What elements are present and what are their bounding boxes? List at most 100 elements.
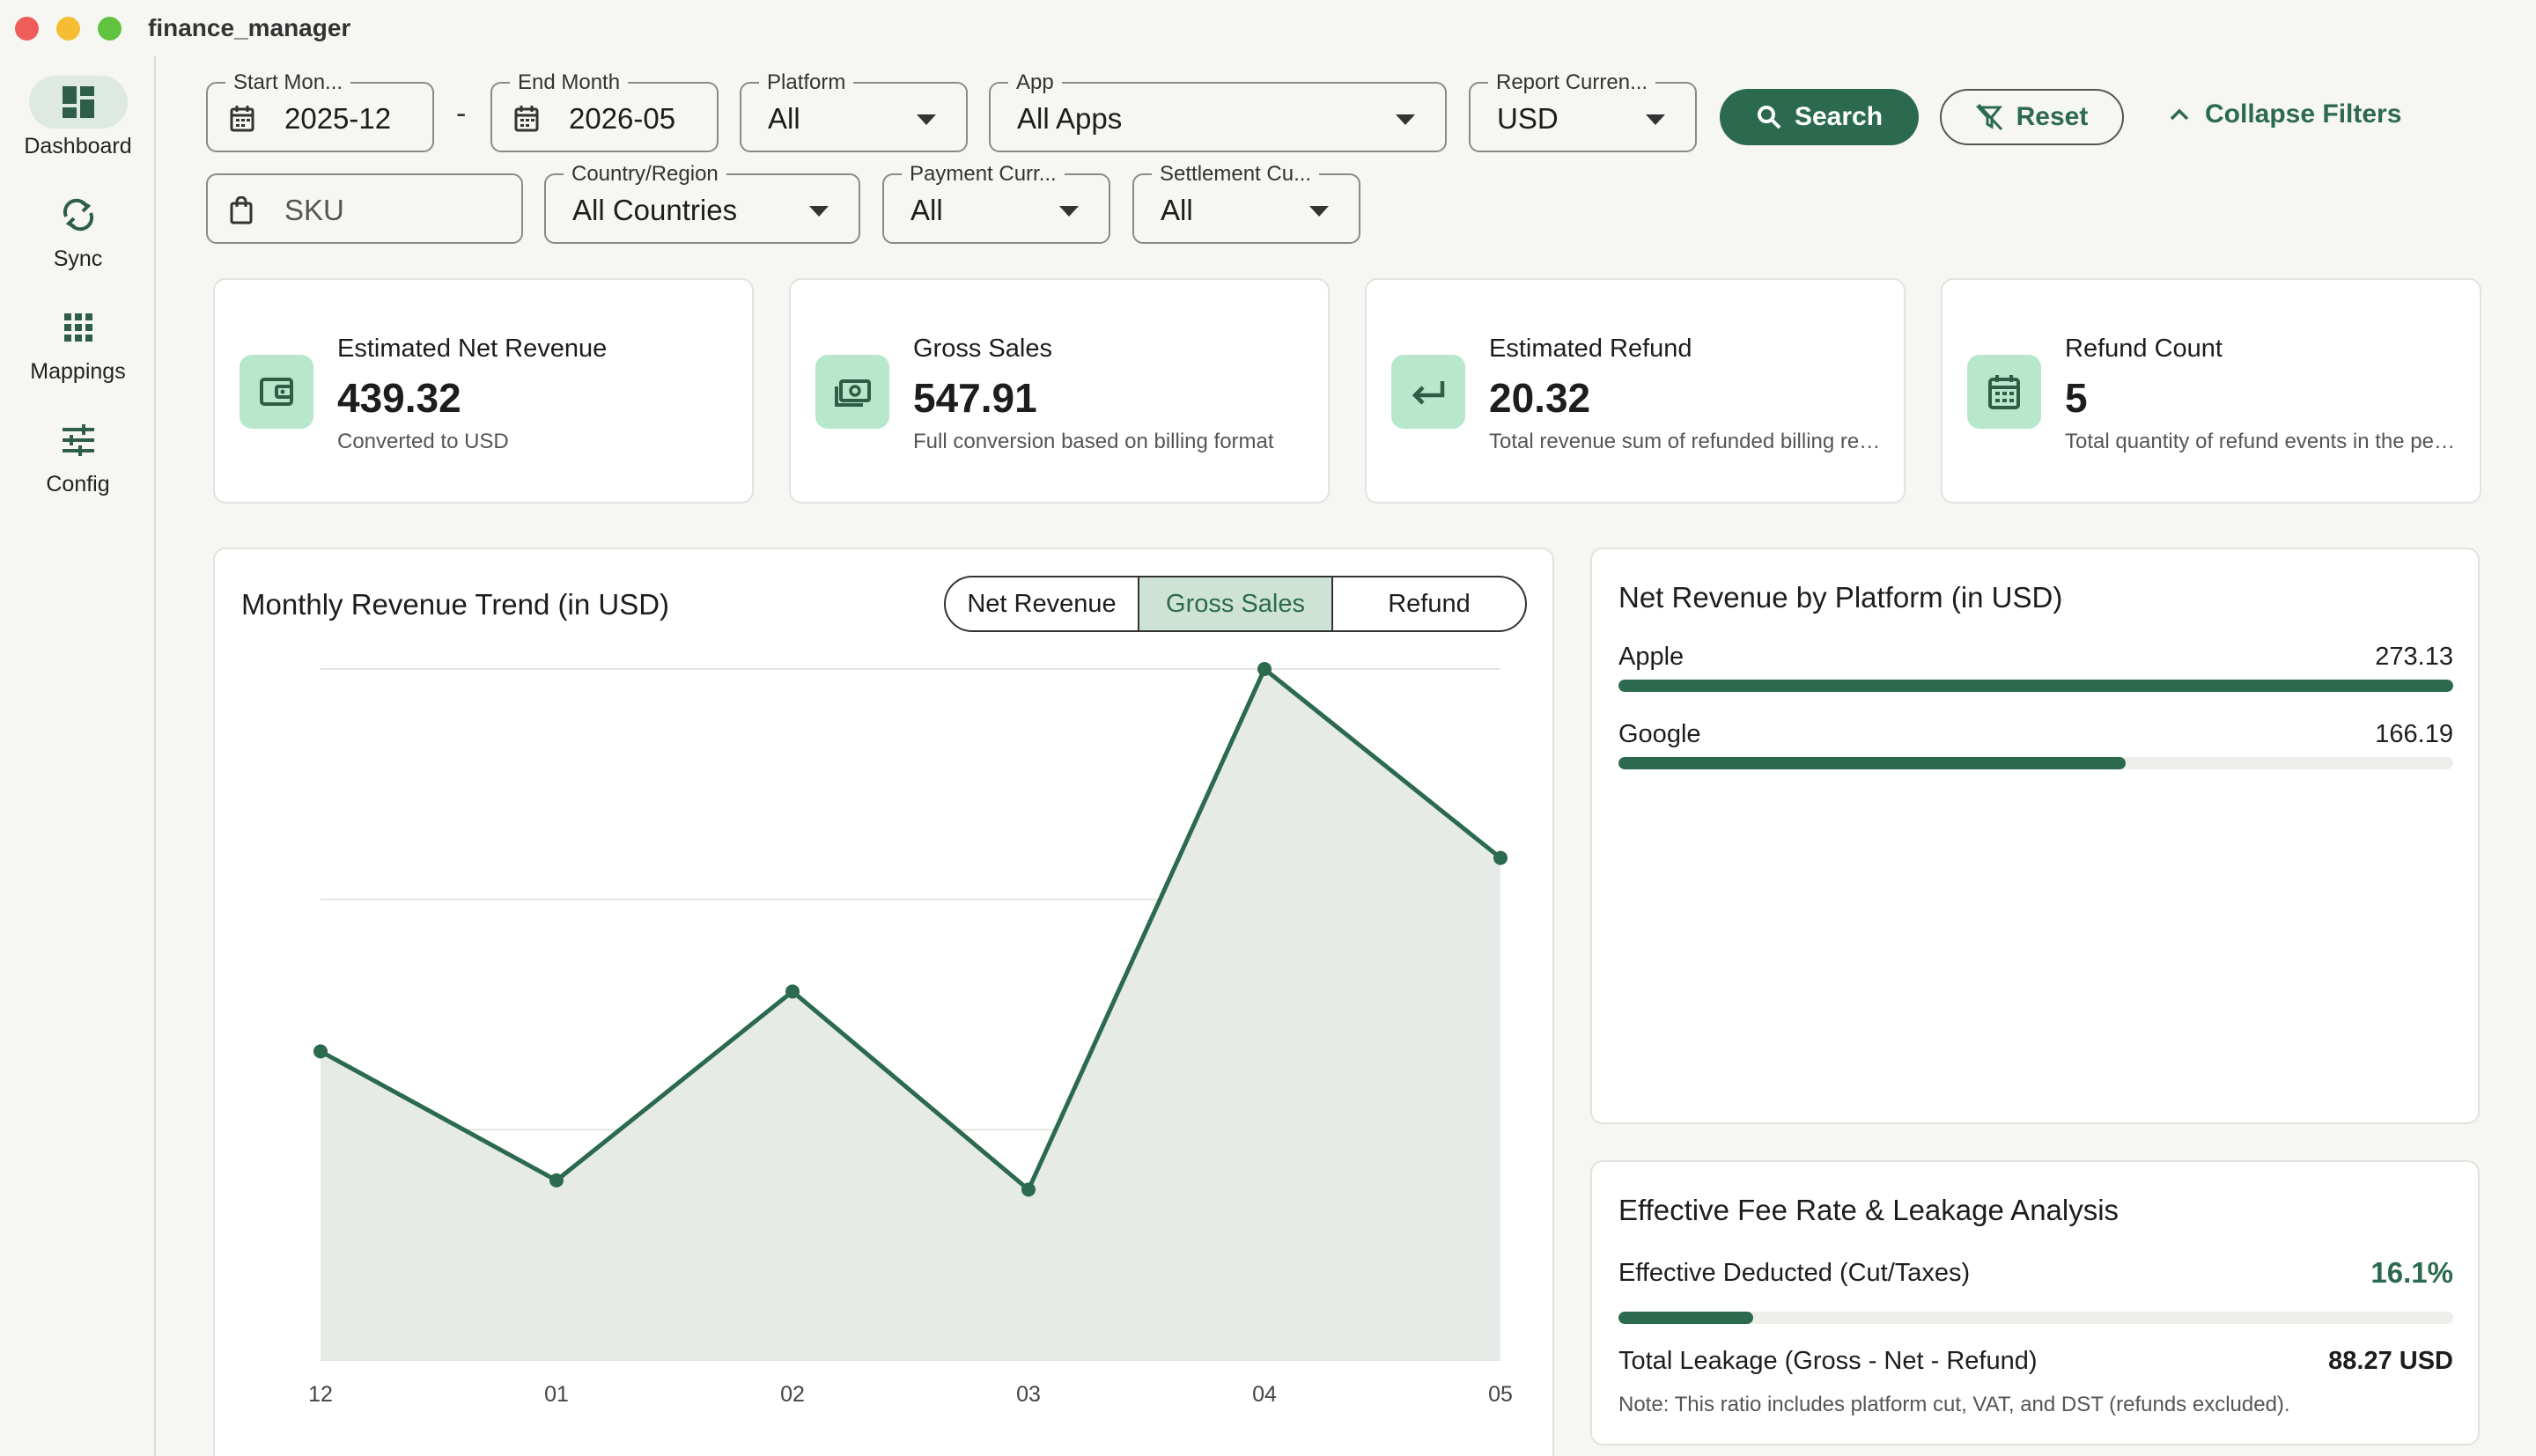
chart-tick-label: 05: [1488, 1382, 1513, 1407]
country-value: All Countries: [572, 194, 738, 226]
settlement-currency-value: All: [1161, 194, 1193, 226]
sync-icon: [29, 188, 128, 241]
chevron-down-icon: [1059, 206, 1079, 217]
maximize-window-button[interactable]: [98, 17, 122, 40]
search-button[interactable]: Search: [1720, 89, 1919, 145]
chevron-down-icon: [809, 206, 829, 217]
dashboard-icon: [28, 76, 128, 129]
platform-bar-fill: [1618, 757, 2127, 769]
fee-leakage-panel: Effective Fee Rate & Leakage Analysis Ef…: [1590, 1160, 2480, 1445]
kpi-title: Gross Sales: [913, 335, 1052, 363]
chart-point: [1257, 662, 1272, 676]
platform-panel-title: Net Revenue by Platform (in USD): [1618, 581, 2063, 614]
chart-point: [1493, 850, 1508, 865]
platform-value: 166.19: [2375, 720, 2453, 748]
sidebar-item-sync[interactable]: Sync: [0, 188, 156, 272]
chart-tick-label: 04: [1252, 1382, 1277, 1407]
kpi-subtitle: Full conversion based on billing format: [913, 430, 1274, 453]
leakage-value: 88.27 USD: [2328, 1347, 2453, 1375]
platform-revenue-panel: Net Revenue by Platform (in USD) Apple 2…: [1590, 548, 2480, 1124]
kpi-title: Refund Count: [2065, 335, 2223, 363]
calendar-icon: [1967, 355, 2041, 429]
revenue-trend-panel: Monthly Revenue Trend (in USD) Net Reven…: [213, 548, 1554, 1456]
kpi-value: 5: [2065, 375, 2088, 421]
end-month-value: 2026-05: [569, 102, 676, 135]
tab-net-revenue[interactable]: Net Revenue: [946, 577, 1139, 630]
chart-point: [313, 1044, 328, 1059]
search-icon: [1757, 106, 1781, 129]
platform-name: Apple: [1618, 643, 1685, 671]
kpi-title: Estimated Net Revenue: [337, 335, 608, 363]
sidebar: Dashboard Sync Mappings Config: [0, 56, 156, 1456]
kpi-value: 20.32: [1489, 375, 1591, 421]
chart-tick-label: 03: [1016, 1382, 1041, 1407]
sku-input[interactable]: SKU: [206, 173, 523, 244]
end-month-field[interactable]: End Month 2026-05: [490, 70, 719, 152]
report-currency-select[interactable]: Report Curren... USD: [1469, 70, 1697, 152]
cash-icon: [815, 355, 889, 429]
platform-name: Google: [1618, 720, 1701, 748]
kpi-card-refund-count: Refund Count 5 Total quantity of refund …: [1941, 278, 2481, 504]
settlement-currency-select[interactable]: Settlement Cu... All: [1132, 162, 1360, 244]
report-currency-value: USD: [1497, 102, 1559, 135]
chart-point: [785, 984, 800, 999]
sku-placeholder: SKU: [284, 194, 344, 226]
platform-value: 273.13: [2375, 643, 2453, 671]
kpi-value: 439.32: [337, 375, 461, 421]
tab-gross-sales[interactable]: Gross Sales: [1139, 577, 1333, 630]
minimize-window-button[interactable]: [56, 17, 80, 40]
collapse-filters-button[interactable]: Collapse Filters: [2170, 99, 2401, 129]
country-select[interactable]: Country/Region All Countries: [544, 162, 860, 244]
start-month-field[interactable]: Start Mon... 2025-12: [206, 70, 434, 152]
calendar-icon: [514, 106, 539, 132]
start-month-value: 2025-12: [284, 102, 392, 135]
field-label: Platform: [759, 70, 854, 95]
field-label: App: [1008, 70, 1062, 95]
platform-value: All: [768, 102, 800, 135]
chevron-up-icon: [2170, 108, 2189, 121]
chart-series-line: [319, 666, 1502, 1192]
collapse-filters-label: Collapse Filters: [2205, 99, 2402, 129]
payment-currency-select[interactable]: Payment Curr... All: [882, 162, 1110, 244]
app-select[interactable]: App All Apps: [989, 70, 1447, 152]
chart-point: [1021, 1182, 1036, 1197]
calendar-icon: [230, 106, 254, 132]
grid-icon: [29, 301, 128, 354]
tab-refund[interactable]: Refund: [1388, 589, 1471, 618]
sidebar-item-dashboard[interactable]: Dashboard: [0, 76, 156, 159]
chevron-down-icon: [1396, 114, 1415, 125]
effective-fee-label: Effective Deducted (Cut/Taxes): [1618, 1259, 1971, 1287]
platform-select[interactable]: Platform All: [740, 70, 968, 152]
chevron-down-icon: [1646, 114, 1665, 125]
field-label: Country/Region: [564, 162, 726, 187]
wallet-icon: [240, 355, 313, 429]
fee-note: Note: This ratio includes platform cut, …: [1618, 1393, 2290, 1416]
chart-area: [321, 669, 1500, 1360]
chevron-down-icon: [917, 114, 936, 125]
kpi-subtitle: Converted to USD: [337, 430, 509, 453]
sidebar-item-mappings[interactable]: Mappings: [0, 301, 156, 385]
kpi-title: Estimated Refund: [1489, 335, 1692, 363]
sidebar-item-config[interactable]: Config: [0, 414, 156, 497]
chevron-down-icon: [1309, 206, 1329, 217]
field-label: Payment Curr...: [902, 162, 1065, 187]
platform-bar-fill: [1618, 680, 2453, 692]
sidebar-item-label: Mappings: [30, 359, 126, 384]
kpi-value: 547.91: [913, 375, 1037, 421]
kpi-card-estimated-refund: Estimated Refund 20.32 Total revenue sum…: [1365, 278, 1906, 504]
reset-button[interactable]: Reset: [1940, 89, 2124, 145]
filter-off-icon: [1975, 104, 2002, 130]
close-window-button[interactable]: [15, 17, 39, 40]
field-label: Report Curren...: [1488, 70, 1656, 95]
leakage-label: Total Leakage (Gross - Net - Refund): [1618, 1347, 2038, 1375]
chart-tick-label: 01: [544, 1382, 569, 1407]
chart-tick-label: 12: [308, 1382, 333, 1407]
trend-metric-toggle: Net Revenue Gross Sales Refund: [944, 576, 1527, 632]
kpi-card-net-revenue: Estimated Net Revenue 439.32 Converted t…: [213, 278, 754, 504]
field-label: Start Mon...: [225, 70, 351, 95]
field-label: End Month: [510, 70, 629, 95]
kpi-subtitle: Total quantity of refund events in the p…: [2065, 430, 2461, 453]
effective-fee-value: 16.1%: [2370, 1256, 2453, 1289]
reset-button-label: Reset: [2016, 102, 2089, 131]
platform-bar-track: [1618, 757, 2453, 769]
